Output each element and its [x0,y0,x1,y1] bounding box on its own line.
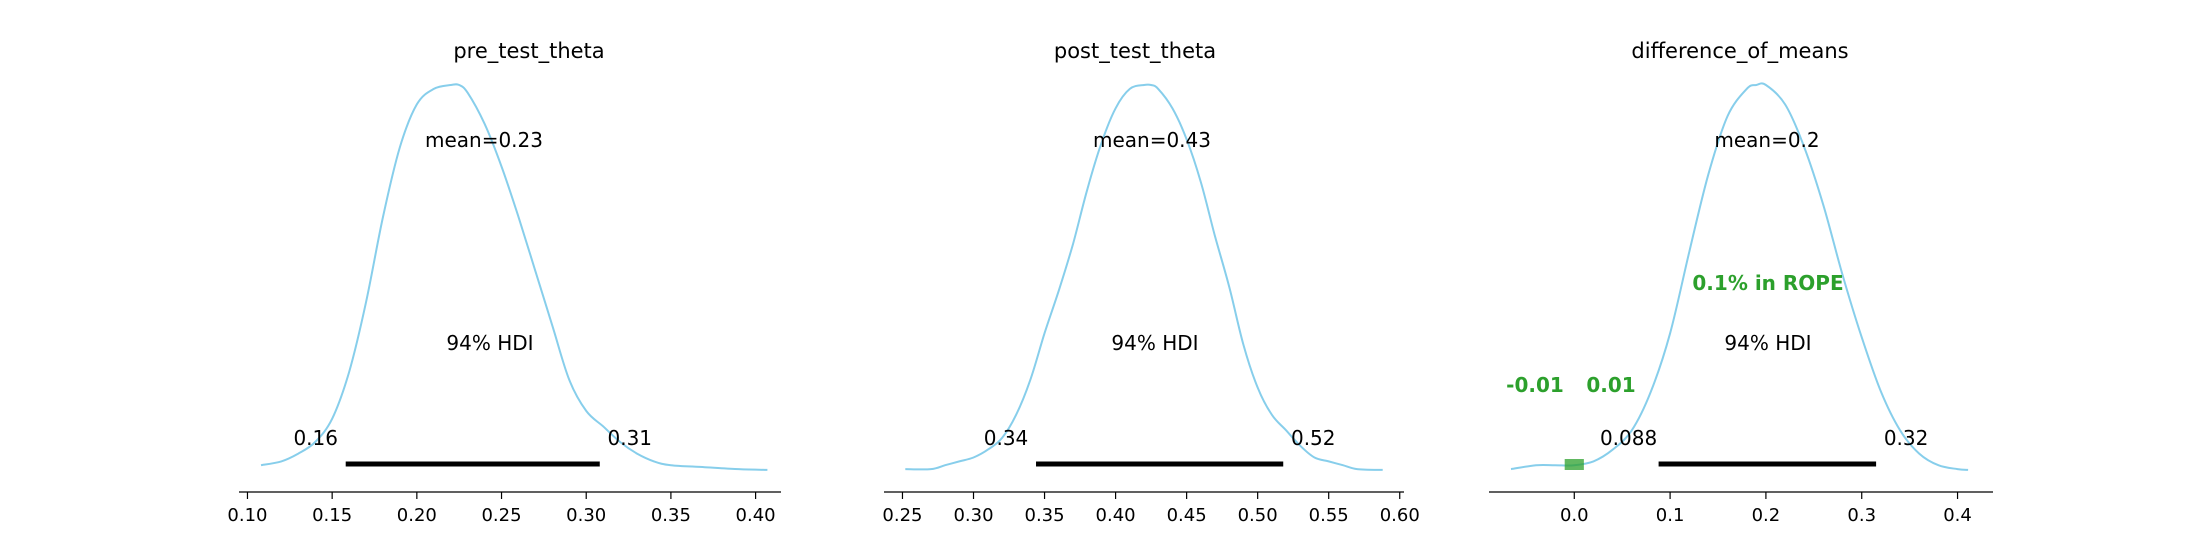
x-tick-label: 0.55 [1309,505,1349,526]
x-tick-label: 0.60 [1380,505,1420,526]
hdi-label: 94% HDI [1724,331,1811,355]
x-tick-label: 0.35 [651,505,691,526]
rope-percent-label: 0.1% in ROPE [1692,271,1843,295]
panel-title: difference_of_means [1631,39,1848,64]
hdi-low-label: 0.088 [1600,426,1657,450]
x-tick-label: 0.15 [312,505,352,526]
x-axis-ticks: 0.10 0.15 0.20 0.25 0.30 0.35 0.40 [227,492,776,526]
x-axis-ticks: 0.0 0.1 0.2 0.3 0.4 [1560,492,1972,526]
mean-label: mean=0.43 [1093,128,1211,152]
x-axis-ticks: 0.25 0.30 0.35 0.40 0.45 0.50 0.55 0.60 [882,492,1420,526]
rope-low-label: -0.01 [1506,373,1564,397]
kde-curve [260,83,768,471]
x-tick-label: 0.20 [397,505,437,526]
posterior-panel-post-test-theta: post_test_theta mean=0.43 94% HDI 0.34 0… [882,39,1419,526]
x-tick-label: 0.2 [1752,505,1781,526]
hdi-high-label: 0.31 [608,426,653,450]
hdi-low-label: 0.34 [984,426,1029,450]
hdi-low-label: 0.16 [293,426,338,450]
posterior-panel-pre-test-theta: pre_test_theta mean=0.23 94% HDI 0.16 0.… [227,39,781,526]
x-tick-label: 0.30 [953,505,993,526]
kde-curve [905,83,1383,471]
kde-curve [1510,82,1969,471]
x-tick-label: 0.1 [1656,505,1685,526]
posterior-panel-difference-of-means: difference_of_means mean=0.2 0.1% in ROP… [1489,39,1993,526]
x-tick-label: 0.40 [736,505,776,526]
hdi-high-label: 0.52 [1291,426,1336,450]
x-tick-label: 0.30 [566,505,606,526]
x-tick-label: 0.4 [1943,505,1972,526]
mean-label: mean=0.23 [425,128,543,152]
x-tick-label: 0.45 [1167,505,1207,526]
rope-bar [1564,459,1584,470]
x-tick-label: 0.0 [1560,505,1589,526]
hdi-label: 94% HDI [446,331,533,355]
x-tick-label: 0.3 [1847,505,1876,526]
x-tick-label: 0.10 [227,505,267,526]
mean-label: mean=0.2 [1714,128,1819,152]
x-tick-label: 0.35 [1025,505,1065,526]
x-tick-label: 0.50 [1238,505,1278,526]
hdi-high-label: 0.32 [1884,426,1929,450]
x-tick-label: 0.40 [1096,505,1136,526]
hdi-label: 94% HDI [1111,331,1198,355]
panel-title: pre_test_theta [453,39,604,64]
panel-title: post_test_theta [1054,39,1216,64]
rope-high-label: 0.01 [1586,373,1635,397]
x-tick-label: 0.25 [882,505,922,526]
x-tick-label: 0.25 [481,505,521,526]
